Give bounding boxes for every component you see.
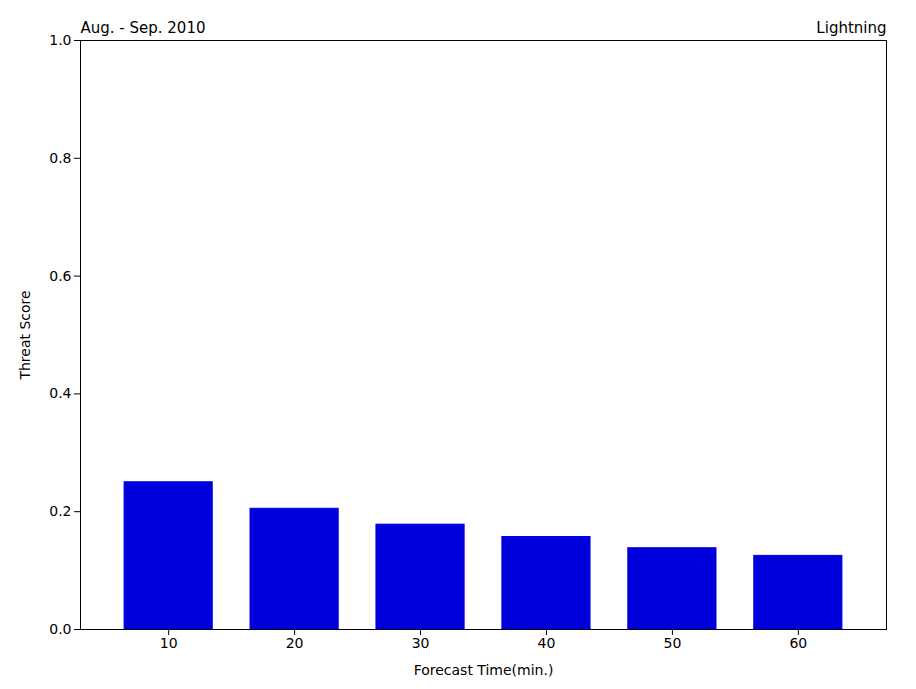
svg-text:Lightning: Lightning <box>816 19 886 37</box>
svg-text:Threat Score: Threat Score <box>17 290 33 380</box>
svg-text:60: 60 <box>789 635 807 651</box>
svg-text:20: 20 <box>286 635 304 651</box>
svg-text:0.2: 0.2 <box>49 503 71 519</box>
svg-text:10: 10 <box>160 635 178 651</box>
svg-text:0.8: 0.8 <box>49 150 71 166</box>
svg-text:40: 40 <box>538 635 556 651</box>
svg-text:30: 30 <box>412 635 430 651</box>
svg-text:1.0: 1.0 <box>49 32 71 48</box>
svg-text:0.0: 0.0 <box>49 621 71 637</box>
svg-text:0.4: 0.4 <box>49 385 71 401</box>
svg-text:Aug. - Sep. 2010: Aug. - Sep. 2010 <box>81 19 206 37</box>
svg-text:50: 50 <box>663 635 681 651</box>
svg-text:0.6: 0.6 <box>49 268 71 284</box>
svg-text:Forecast Time(min.): Forecast Time(min.) <box>414 662 554 678</box>
